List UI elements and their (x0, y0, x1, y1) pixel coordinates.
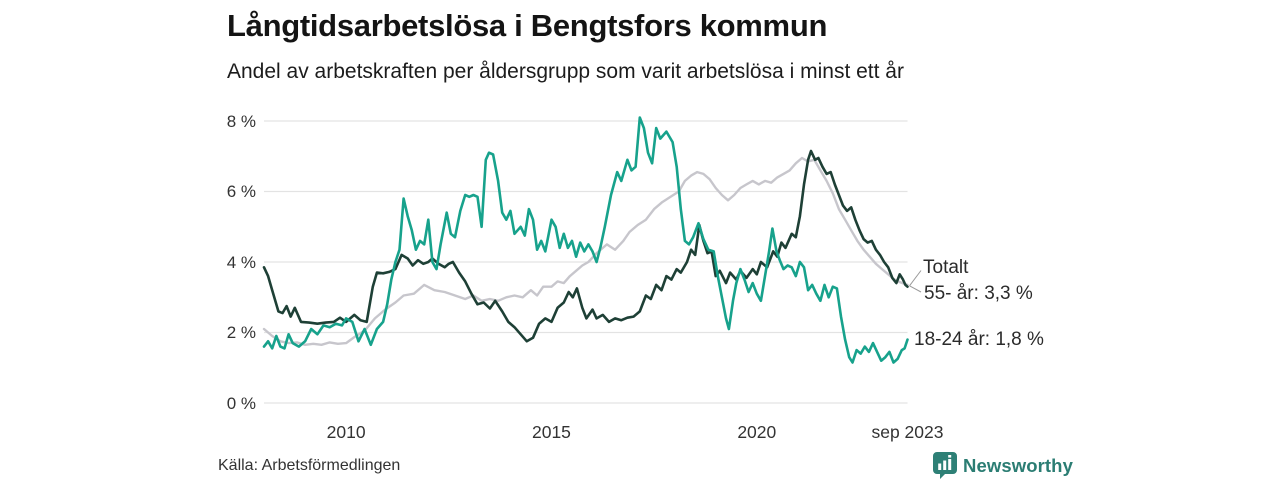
chart-subtitle: Andel av arbetskraften per åldersgrupp s… (227, 60, 904, 83)
series-line-18-24-r (262, 116, 909, 364)
newsworthy-wordmark: Newsworthy (963, 454, 1073, 476)
y-tick-label: 2 % (226, 323, 256, 342)
series-label-55-ar: 55- år: 3,3 % (924, 283, 1033, 304)
newsworthy-bar-chart-bubble-icon (933, 452, 957, 479)
leader-line (909, 285, 922, 293)
series-label-18-24-ar: 18-24 år: 1,8 % (914, 329, 1044, 350)
series-label-totalt: Totalt (923, 257, 969, 278)
gridlines (264, 120, 908, 404)
leader-line (909, 270, 922, 287)
y-tick-label: 4 % (226, 252, 256, 272)
series-lines (262, 116, 909, 364)
newsworthy-logo: Newsworthy (933, 452, 1073, 479)
label-leader-lines (909, 270, 922, 293)
series-line-totalt (262, 156, 909, 346)
y-tick-label: 8 % (226, 111, 256, 131)
y-tick-label: 0 % (226, 393, 256, 413)
y-tick-label: 6 % (226, 182, 256, 201)
series-line-55-r (262, 149, 909, 343)
x-tick-label: 2015 (531, 422, 571, 442)
source-credit: Källa: Arbetsförmedlingen (218, 457, 401, 474)
x-tick-label: 2020 (737, 422, 777, 442)
x-tick-label: sep 2023 (871, 422, 944, 442)
x-tick-label: 2010 (326, 422, 366, 442)
page-title: Långtidsarbetslösa i Bengtsfors kommun (227, 8, 828, 43)
